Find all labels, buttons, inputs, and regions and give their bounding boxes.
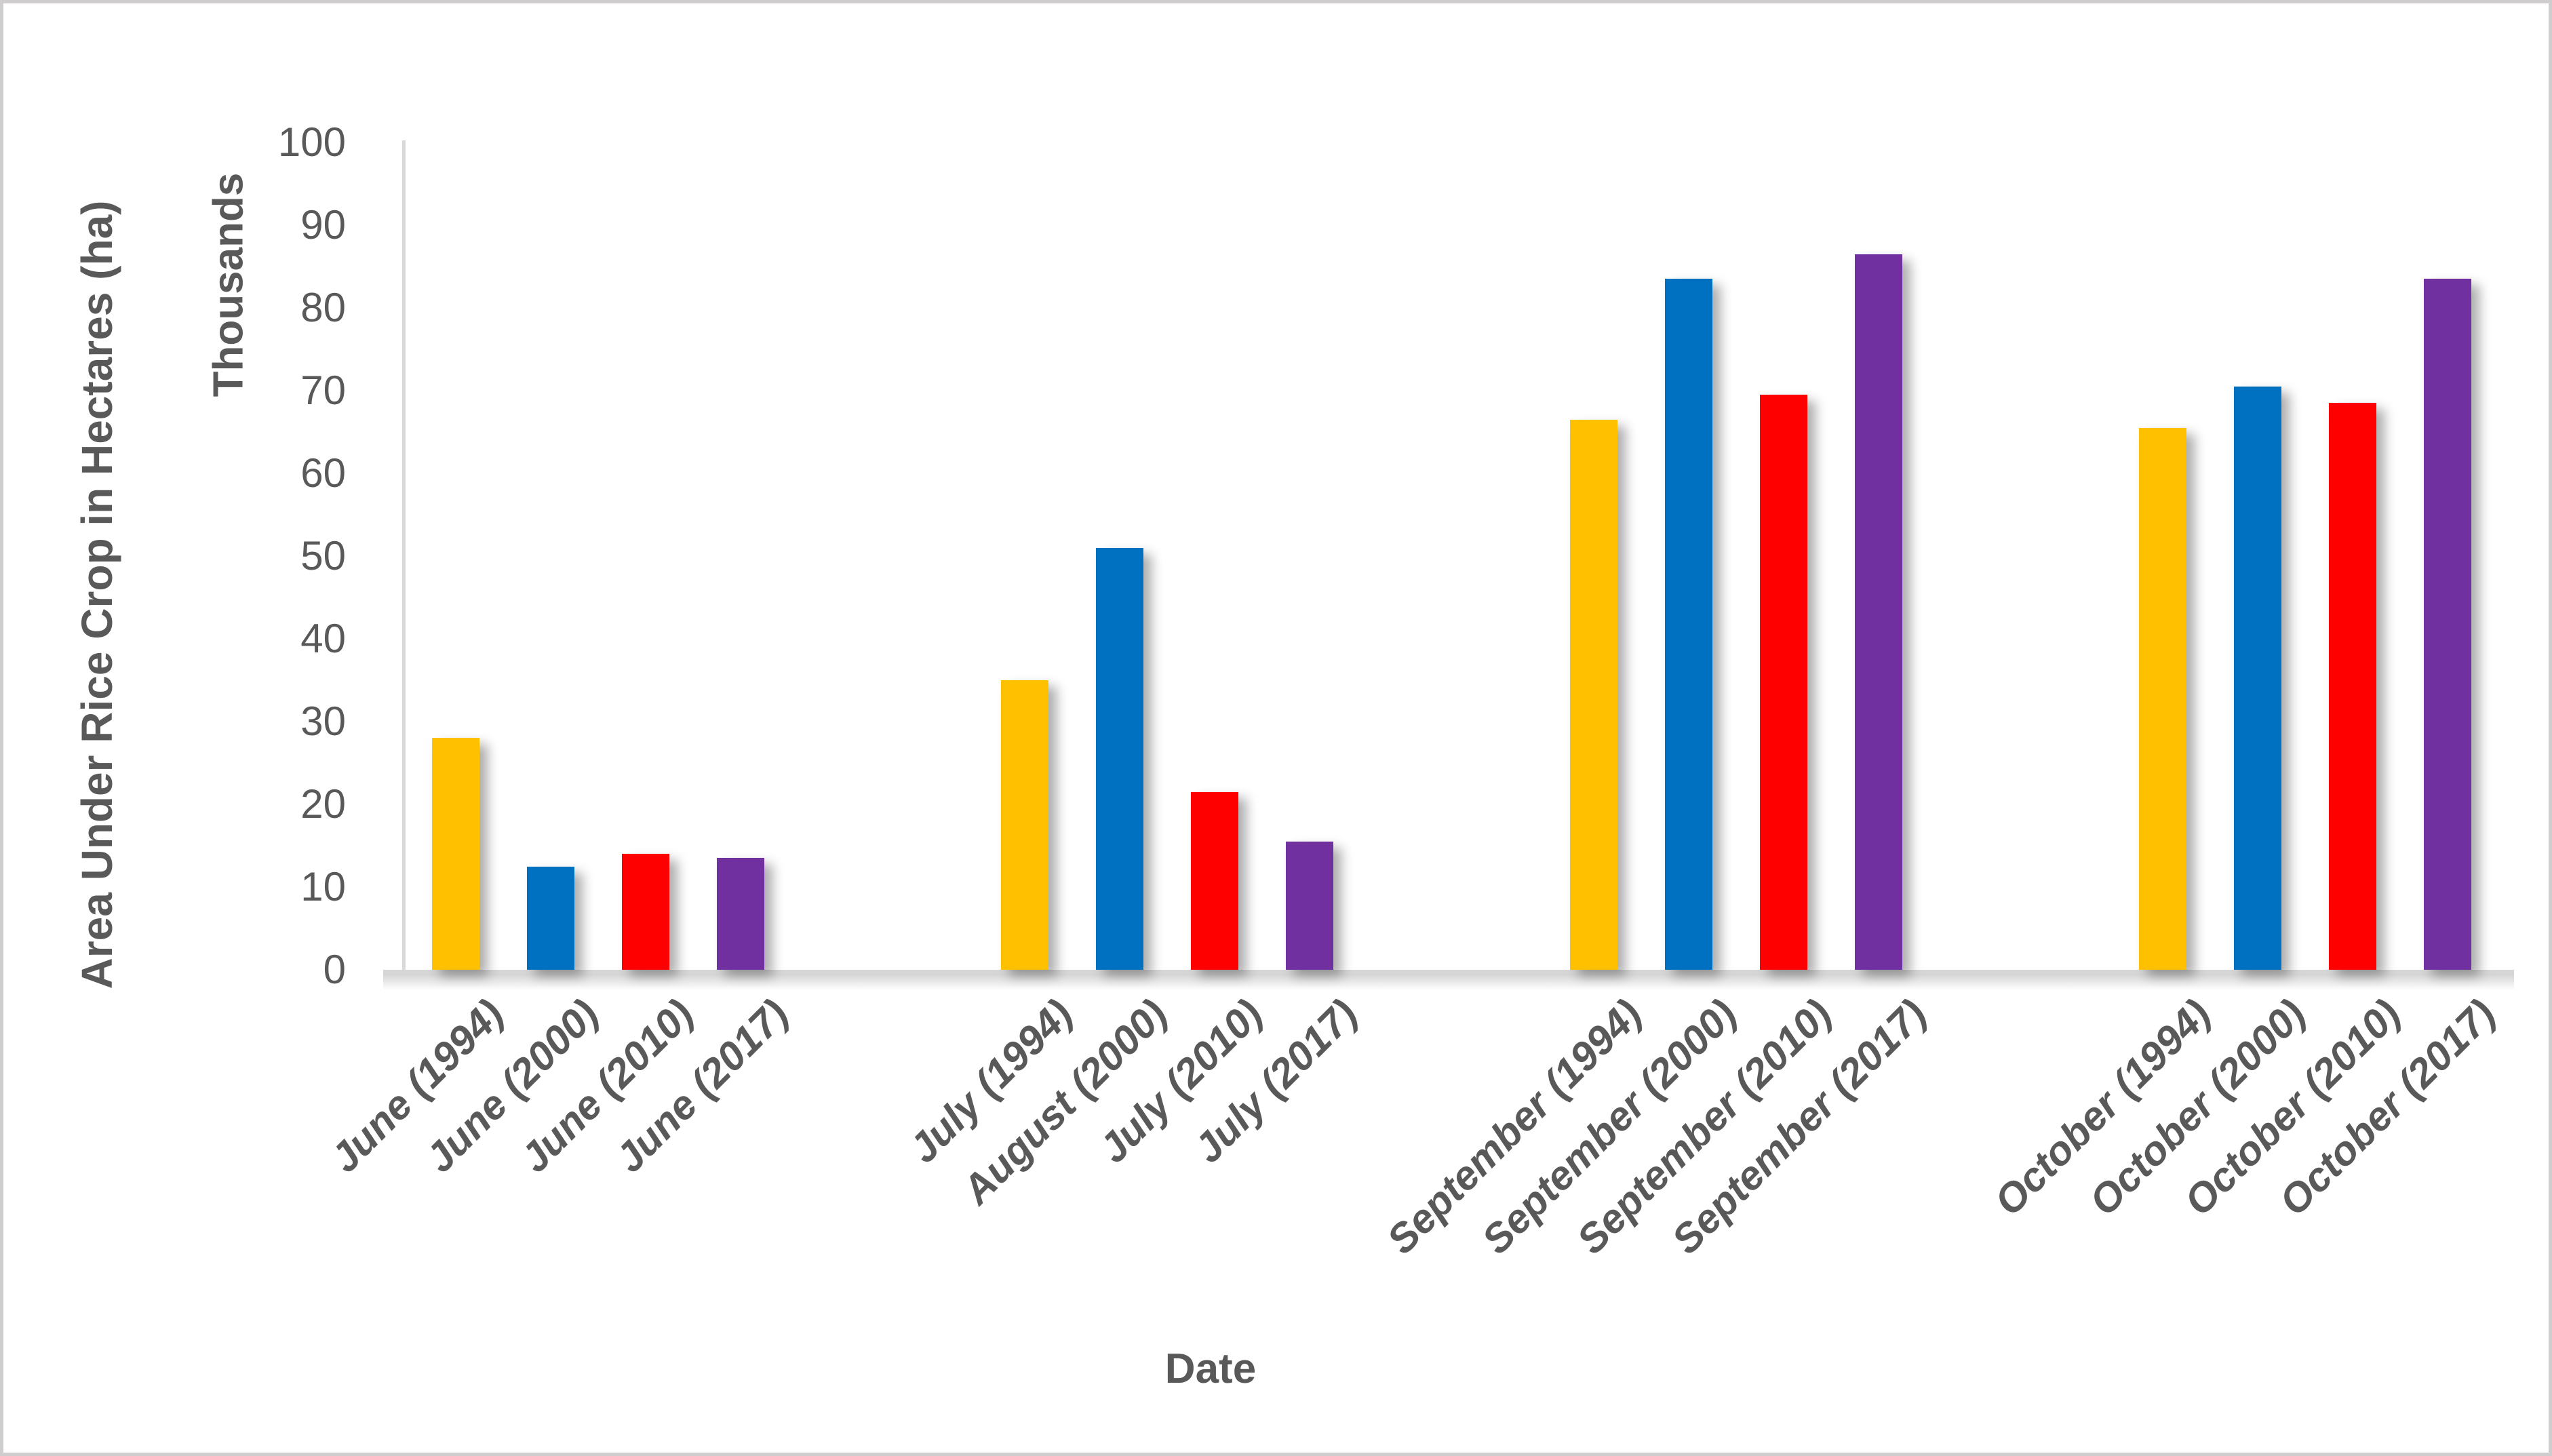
bar: [1855, 254, 1902, 970]
x-axis-line: [383, 970, 2514, 974]
bar: [2329, 403, 2376, 970]
bar: [1286, 841, 1333, 970]
bar: [1001, 680, 1048, 970]
y-tick-label: 30: [300, 699, 346, 744]
y-tick-label: 50: [300, 533, 346, 578]
bar: [1096, 547, 1143, 970]
y-axis-units-label: Thousands: [205, 172, 252, 397]
bar: [1665, 279, 1712, 970]
y-tick-label: 60: [300, 450, 346, 496]
bar: [432, 738, 479, 970]
x-axis-title: Date: [1164, 1345, 1257, 1392]
y-tick-label: 0: [323, 947, 346, 992]
bar: [1760, 395, 1807, 970]
y-tick-label: 80: [300, 285, 346, 330]
bar: [2424, 279, 2471, 970]
y-tick-label: 20: [300, 781, 346, 827]
y-axis-line: [402, 140, 406, 973]
bar: [1570, 419, 1617, 970]
y-tick-label: 70: [300, 368, 346, 413]
bar: [1191, 791, 1238, 970]
bar: [527, 866, 574, 970]
bar: [2234, 386, 2281, 970]
y-tick-label: 100: [277, 119, 346, 165]
bar: [717, 858, 764, 970]
bar: [622, 854, 669, 970]
bar: [2139, 427, 2186, 970]
y-axis-title: Area Under Rice Crop in Hectares (ha): [73, 200, 121, 989]
x-axis-shadow: [383, 974, 2514, 990]
y-tick-label: 10: [300, 864, 346, 909]
y-tick-label: 40: [300, 616, 346, 661]
y-tick-label: 90: [300, 202, 346, 248]
